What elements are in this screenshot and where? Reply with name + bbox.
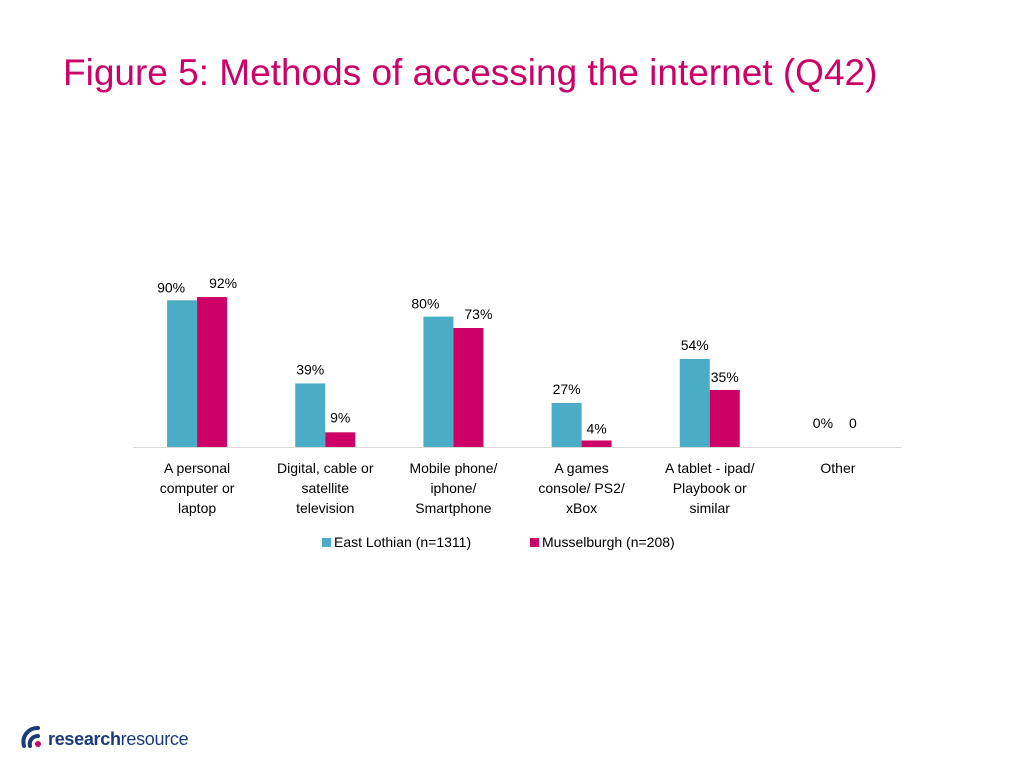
data-label: 39%: [296, 361, 324, 377]
data-label: 92%: [209, 275, 237, 291]
data-label: 27%: [553, 381, 581, 397]
category-label: A games: [554, 460, 608, 476]
data-label: 0%: [813, 415, 833, 431]
bar-musselburgh-0: [197, 297, 228, 447]
category-label: television: [296, 500, 354, 516]
bar-east-lothian-0: [167, 300, 198, 447]
data-label: 90%: [157, 279, 185, 295]
legend-swatch: [322, 538, 331, 547]
category-label: computer or: [160, 480, 235, 496]
legend-item: Musselburgh (n=208): [530, 534, 675, 550]
research-resource-logo-icon: [21, 726, 41, 748]
category-label: A personal: [164, 460, 230, 476]
bar-east-lothian-3: [551, 402, 582, 447]
bar-musselburgh-4: [709, 389, 740, 447]
category-label: A tablet - ipad/: [665, 460, 755, 476]
category-label: Other: [820, 460, 855, 476]
category-label: xBox: [566, 500, 597, 516]
category-label: console/ PS2/: [538, 480, 624, 496]
data-label: 0: [849, 415, 857, 431]
legend-swatch: [530, 538, 539, 547]
logo-text: researchresource: [48, 729, 189, 750]
data-label: 4%: [586, 420, 606, 436]
category-label: Mobile phone/: [409, 460, 497, 476]
bar-east-lothian-2: [423, 316, 454, 447]
logo-text-regular: resource: [120, 729, 189, 749]
bar-east-lothian-1: [295, 383, 326, 447]
data-label: 73%: [464, 306, 492, 322]
company-logo: researchresource: [20, 718, 220, 758]
data-label: 80%: [411, 296, 439, 312]
logo-text-bold: research: [48, 729, 121, 749]
legend-item: East Lothian (n=1311): [322, 534, 471, 550]
bar-musselburgh-3: [581, 440, 612, 447]
bar-musselburgh-2: [453, 328, 484, 447]
data-label: 35%: [711, 369, 739, 385]
category-label: iphone/: [430, 480, 476, 496]
data-label: 54%: [681, 337, 709, 353]
legend-label: Musselburgh (n=208): [542, 534, 675, 550]
data-label: 9%: [330, 409, 350, 425]
bar-east-lothian-4: [679, 358, 710, 447]
category-label: laptop: [178, 500, 216, 516]
category-label: similar: [690, 500, 731, 516]
category-label: Digital, cable or: [277, 460, 374, 476]
category-label: Playbook or: [673, 480, 747, 496]
page-title: Figure 5: Methods of accessing the inter…: [63, 52, 878, 93]
category-label: satellite: [302, 480, 350, 496]
bar-musselburgh-1: [325, 432, 356, 447]
category-label: Smartphone: [415, 500, 491, 516]
legend-label: East Lothian (n=1311): [334, 534, 471, 550]
